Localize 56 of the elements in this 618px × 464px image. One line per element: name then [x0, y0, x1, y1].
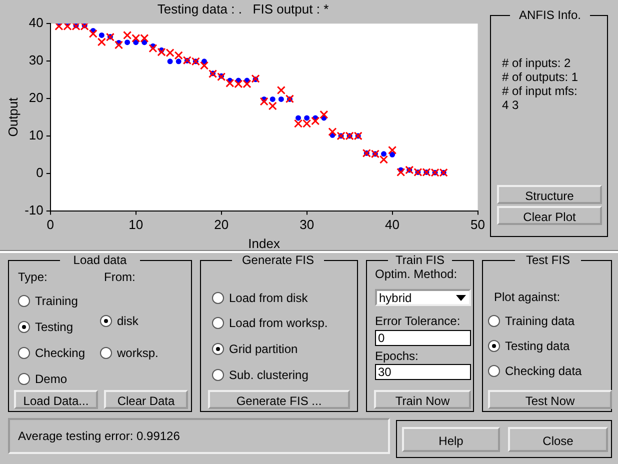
text: Load Data... [14, 390, 98, 409]
text: Structure [497, 185, 602, 204]
text: Generate FIS ... [208, 390, 350, 409]
text: Optim. Method: [375, 267, 458, 281]
y-tick-label: -10 [24, 202, 44, 218]
x-tick-label: 40 [385, 217, 400, 232]
y-tick-label: 40 [28, 15, 44, 30]
text: worksp. [117, 346, 158, 360]
text: Grid partition [229, 342, 298, 356]
text: ANFIS Info. [510, 8, 590, 22]
x-tick-label: 10 [128, 217, 144, 232]
y-tick-label: 10 [28, 128, 44, 142]
y-tick-label: 20 [28, 90, 44, 106]
text: Close [508, 427, 608, 452]
text: Test FIS [515, 253, 581, 267]
text: disk [117, 314, 138, 328]
x-tick-label: 0 [46, 217, 54, 232]
text: # of outputs: 1 [502, 70, 578, 84]
text: Training data [505, 314, 575, 328]
text: Train FIS [388, 253, 452, 267]
x-axis-title: Index [248, 236, 280, 251]
x-tick-label: 30 [300, 217, 314, 232]
y-axis-title: Output [5, 97, 20, 137]
text: Type: [18, 270, 48, 284]
text: Clear Data [104, 390, 188, 409]
text: Plot against: [494, 290, 560, 304]
text: Testing data [505, 339, 570, 353]
text: From: [104, 270, 136, 284]
text: Sub. clustering [229, 368, 308, 382]
y-tick-label: 30 [28, 52, 44, 68]
text: Load from disk [229, 291, 308, 305]
text: Error Tolerance: [375, 314, 460, 328]
text: Epochs: [375, 349, 418, 363]
x-tick-label: 50 [470, 217, 486, 232]
text: Average testing error: 0.99126 [18, 429, 180, 443]
text: Training [35, 294, 78, 308]
text: # of input mfs: [502, 84, 578, 98]
text-field: 0 [375, 330, 471, 346]
text: Help [402, 427, 500, 452]
text: Load data [60, 253, 140, 267]
text: Generate FIS [232, 253, 324, 267]
chart-title: Testing data : . FIS output : * [157, 1, 329, 16]
dropdown-field: hybrid [375, 289, 471, 306]
text: # of inputs: 2 [502, 56, 571, 70]
y-tick-label: 0 [36, 164, 44, 180]
x-tick-label: 20 [214, 217, 229, 232]
text: Checking data [505, 364, 582, 378]
text: Train Now [374, 390, 471, 409]
text: Demo [35, 372, 68, 386]
text: Testing [35, 320, 74, 334]
text: 4 3 [502, 98, 519, 112]
text: Test Now [488, 390, 612, 409]
text-field: 30 [375, 364, 471, 380]
text: Checking [35, 346, 86, 360]
text: Clear Plot [497, 206, 602, 225]
text: Load from worksp. [229, 316, 328, 330]
